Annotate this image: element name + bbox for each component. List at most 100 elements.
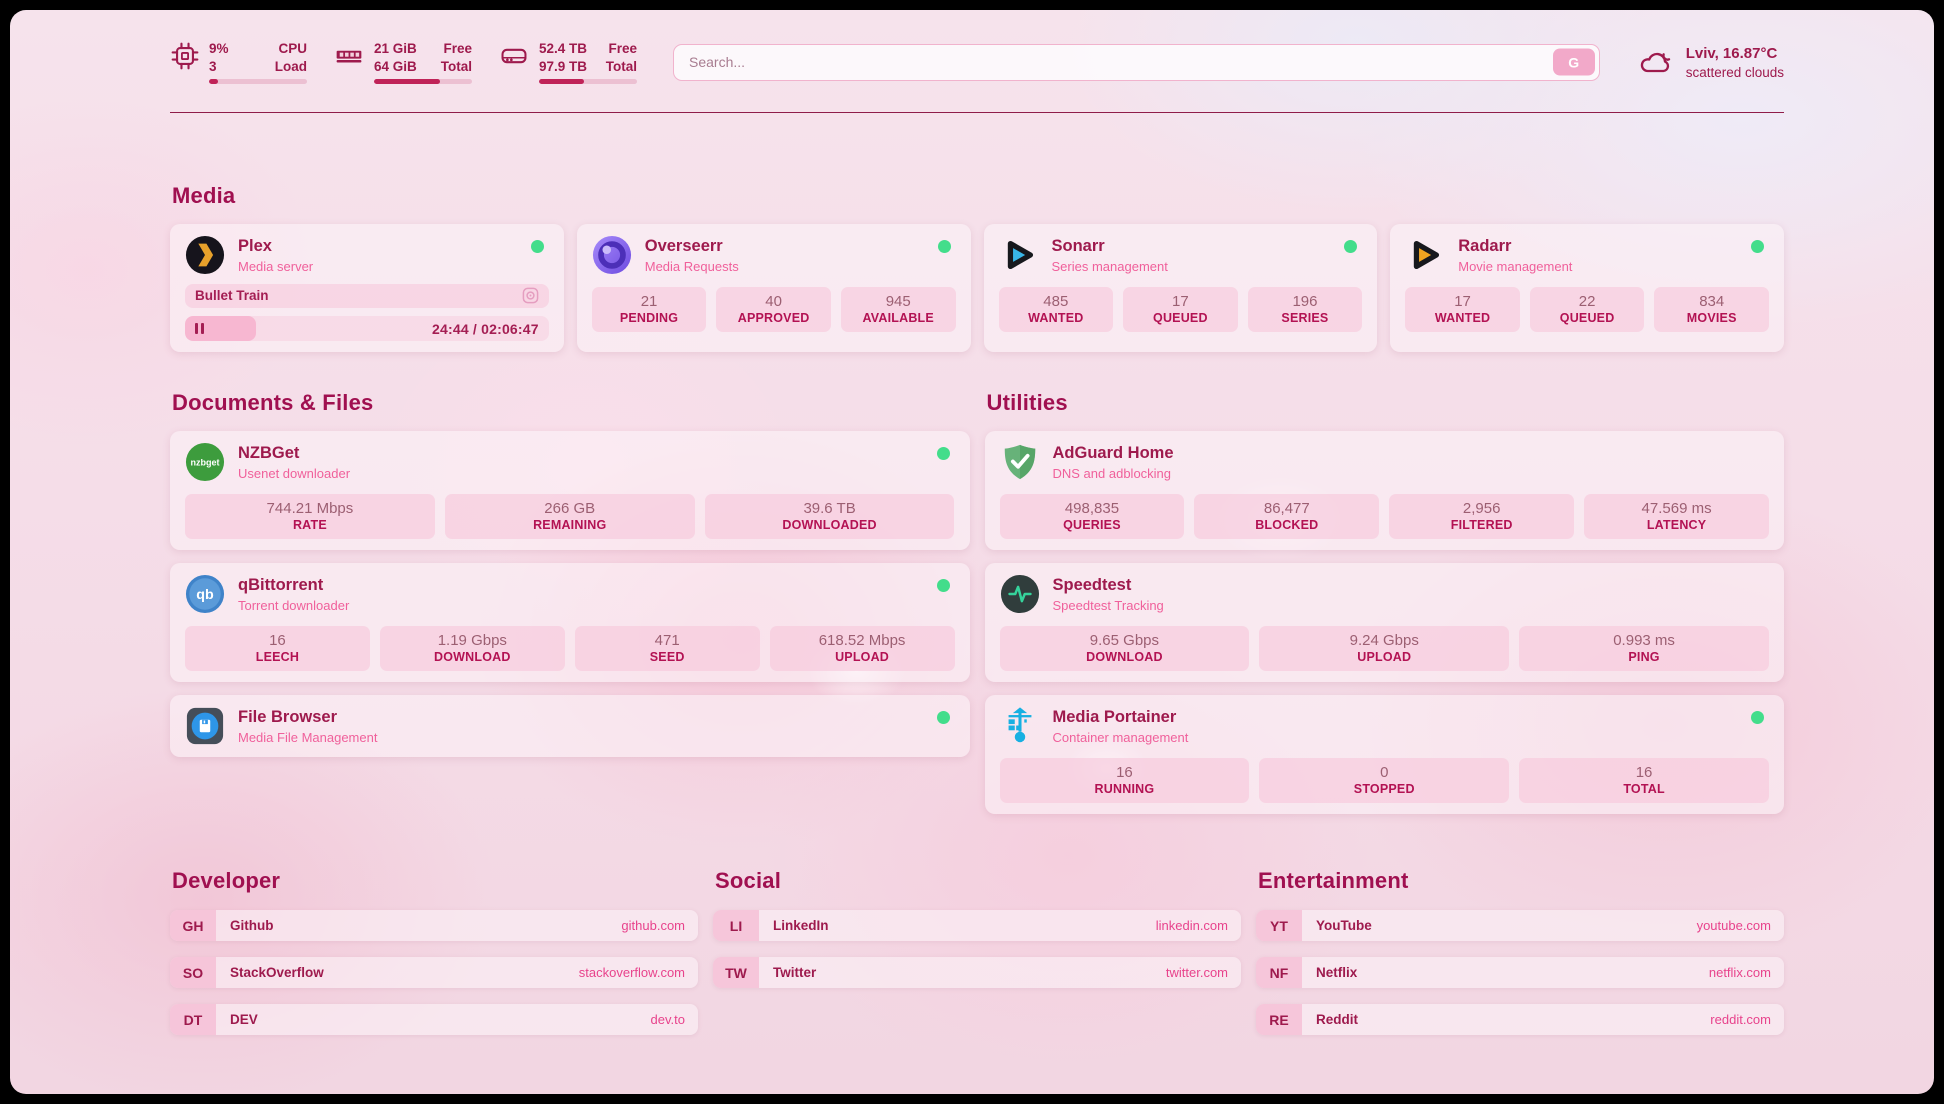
service-stats: 17 WANTED 22 QUEUED 834 MOVIES [1405, 287, 1769, 333]
cpu-widget: 9% 3 CPU Load [170, 40, 307, 85]
service-subtitle: Speedtest Tracking [1052, 597, 1164, 613]
service-subtitle: Container management [1052, 729, 1189, 745]
stat-block: 0 STOPPED [1259, 758, 1510, 804]
stat-label: LEECH [255, 650, 300, 665]
stat-value: 17 [1172, 293, 1189, 311]
service-title: Radarr [1458, 236, 1512, 255]
stat-value: 498,835 [1064, 500, 1120, 518]
service-subtitle: Movie management [1458, 258, 1573, 274]
search-bar: G [673, 43, 1600, 81]
stat-value: 47.569 ms [1641, 500, 1712, 518]
speedtest-card[interactable]: Speedtest Speedtest Tracking 9.65 Gbps DOWN… [984, 563, 1784, 683]
stat-label: TOTAL [1623, 782, 1665, 797]
bookmark-netflix[interactable]: NF Netflix netflix.com [1256, 957, 1784, 989]
nzbget-card[interactable]: nzbget NZBGet Usenet downloader 744.21 Mbps… [170, 431, 970, 551]
stat-value: 39.6 TB [803, 500, 856, 518]
service-stats: 9.65 Gbps DOWNLOAD 9.24 Gbps UPLOAD 0.993 ms… [999, 626, 1770, 672]
bookmark-name: Netflix [1316, 965, 1358, 981]
stat-block: 16 LEECH [185, 626, 370, 672]
stat-block: 485 WANTED [998, 287, 1114, 333]
disk-free-value: 52.4 TB [539, 41, 588, 56]
stat-value: 22 [1578, 293, 1596, 311]
qbittorrent-card[interactable]: qb qBittorrent Torrent downloader 16 LEECH 1.… [170, 563, 970, 683]
bookmark-reddit[interactable]: RE Reddit reddit.com [1256, 1004, 1784, 1036]
radarr-card[interactable]: Radarr Movie management 17 WANTED 22 QUEUED 83… [1390, 224, 1784, 353]
stat-value: 485 [1043, 293, 1069, 311]
bookmark-url: youtube.com [1696, 918, 1771, 934]
bookmark-dev[interactable]: DT DEV dev.to [170, 1004, 698, 1036]
service-title: File Browser [238, 707, 338, 726]
adguard-home-card[interactable]: AdGuard Home DNS and adblocking 498,835 QUE… [984, 431, 1784, 551]
stat-label: PENDING [619, 311, 679, 326]
service-subtitle: Usenet downloader [238, 465, 351, 481]
status-online-dot [937, 240, 951, 254]
disk-icon [498, 41, 530, 71]
stat-value: 16 [1116, 764, 1133, 782]
bookmark-abbr: LI [713, 910, 759, 942]
bookmark-abbr: GH [170, 910, 216, 942]
bookmark-stackoverflow[interactable]: SO StackOverflow stackoverflow.com [170, 957, 698, 989]
bookmark-url: stackoverflow.com [578, 965, 685, 981]
stat-block: 16 TOTAL [1519, 758, 1769, 804]
stat-block: 744.21 Mbps RATE [185, 494, 435, 540]
pause-button[interactable] [195, 323, 204, 335]
cpu-usage-value: 9% [209, 41, 229, 56]
stat-block: 0.993 ms PING [1519, 626, 1769, 672]
media-portainer-card[interactable]: Media Portainer Container management 16 RUN… [984, 695, 1784, 815]
stat-block: 39.6 TB DOWNLOADED [704, 494, 955, 540]
video-icon [522, 287, 539, 304]
bookmark-name: YouTube [1316, 918, 1372, 934]
stat-value: 744.21 Mbps [266, 500, 354, 518]
developer-bookmarks-section: Developer GH Github github.com SO StackOverfl… [170, 868, 698, 1036]
bookmark-abbr: NF [1256, 957, 1302, 989]
service-card-titles: Media Portainer Container management [1053, 708, 1189, 745]
bookmark-twitter[interactable]: TW Twitter twitter.com [713, 957, 1241, 989]
stat-value: 266 GB [544, 500, 596, 518]
bookmarks-area: Developer GH Github github.com SO StackOverfl… [170, 868, 1784, 1036]
bookmark-name: Reddit [1316, 1012, 1358, 1028]
file-browser-card[interactable]: File Browser Media File Management [170, 695, 970, 758]
bookmark-youtube[interactable]: YT YouTube youtube.com [1256, 910, 1784, 942]
portainer-icon [1000, 706, 1040, 746]
overseerr-icon [592, 235, 632, 275]
service-card-header: Plex Media server [185, 235, 549, 275]
now-playing-bar: Bullet Train [185, 284, 549, 309]
stat-label: MOVIES [1686, 311, 1737, 326]
bookmark-url: twitter.com [1165, 965, 1228, 981]
service-stats: 498,835 QUERIES 86,477 BLOCKED 2,956 FILTERED… [999, 494, 1769, 540]
stat-block: 17 QUEUED [1123, 287, 1238, 333]
service-stats: 16 LEECH 1.19 Gbps DOWNLOAD 471 SEED 618.52 Mb… [185, 626, 955, 672]
nzbget-icon: nzbget [185, 442, 225, 482]
stat-block: 471 SEED [574, 626, 760, 672]
dashboard-content: Media Plex Media server Bullet Train 24:44 /… [10, 183, 1934, 1036]
media-section: Media Plex Media server Bullet Train 24:44 /… [170, 183, 1784, 353]
service-subtitle: Media server [238, 258, 314, 274]
service-title: Media Portainer [1052, 707, 1177, 726]
bookmark-linkedin[interactable]: LI LinkedIn linkedin.com [713, 910, 1241, 942]
bookmark-github[interactable]: GH Github github.com [170, 910, 698, 942]
overseerr-card[interactable]: Overseerr Media Requests 21 PENDING 40 APPROV… [576, 224, 971, 353]
stat-block: 22 QUEUED [1529, 287, 1645, 333]
service-title: Speedtest [1052, 575, 1132, 594]
dashboard-page: 9% 3 CPU Load [10, 10, 1934, 1094]
stat-label: REMAINING [533, 518, 607, 533]
playback-time: 24:44 / 02:06:47 [432, 320, 539, 337]
search-input[interactable] [673, 43, 1600, 81]
bookmark-abbr: SO [170, 957, 216, 989]
stat-label: DOWNLOAD [434, 650, 511, 665]
sonarr-card[interactable]: Sonarr Series management 485 WANTED 17 QUEUED… [983, 224, 1378, 353]
stat-block: 834 MOVIES [1654, 287, 1769, 333]
section-title: Social [715, 868, 782, 894]
svg-text:nzbget: nzbget [190, 457, 219, 467]
service-card-titles: AdGuard Home DNS and adblocking [1053, 444, 1174, 481]
stat-label: QUERIES [1063, 518, 1121, 533]
stat-value: 2,956 [1462, 500, 1501, 518]
plex-card[interactable]: Plex Media server Bullet Train 24:44 / 02:0… [170, 224, 564, 353]
search-provider-button[interactable]: G [1552, 48, 1595, 76]
plex-icon [185, 235, 225, 275]
top-bar: 9% 3 CPU Load [10, 10, 1934, 85]
stat-block: 196 SERIES [1247, 287, 1363, 333]
service-subtitle: DNS and adblocking [1052, 465, 1172, 481]
stat-block: 618.52 Mbps UPLOAD [769, 626, 955, 672]
stat-block: 498,835 QUERIES [999, 494, 1185, 540]
